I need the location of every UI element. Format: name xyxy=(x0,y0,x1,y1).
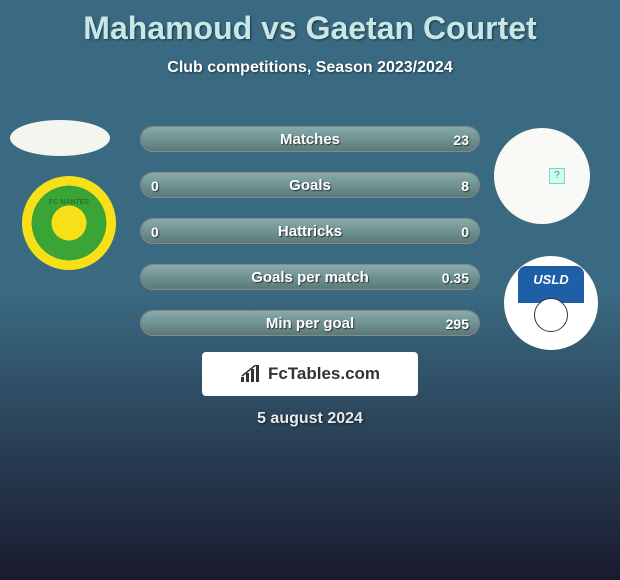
page-title: Mahamoud vs Gaetan Courtet xyxy=(0,0,620,47)
stat-label: Hattricks xyxy=(141,219,479,243)
stat-row: 0 Goals 8 xyxy=(140,172,480,198)
chart-icon xyxy=(240,365,262,383)
stat-right-value: 8 xyxy=(461,173,469,197)
stat-row: Matches 23 xyxy=(140,126,480,152)
stat-right-value: 23 xyxy=(453,127,469,151)
stat-row: Goals per match 0.35 xyxy=(140,264,480,290)
subtitle: Club competitions, Season 2023/2024 xyxy=(0,59,620,77)
stats-table: Matches 23 0 Goals 8 0 Hattricks 0 Goals… xyxy=(140,126,480,356)
player-right-avatar: ? xyxy=(494,128,590,224)
stat-label: Min per goal xyxy=(141,311,479,335)
placeholder-icon: ? xyxy=(549,168,565,184)
stat-right-value: 0 xyxy=(461,219,469,243)
brand-text: FcTables.com xyxy=(268,364,380,384)
stat-row: 0 Hattricks 0 xyxy=(140,218,480,244)
stat-row: Min per goal 295 xyxy=(140,310,480,336)
club-right-label: USLD xyxy=(504,272,598,287)
club-right-badge: USLD xyxy=(504,256,598,350)
stat-right-value: 295 xyxy=(446,311,469,335)
club-left-badge xyxy=(22,176,116,270)
date-text: 5 august 2024 xyxy=(0,410,620,428)
brand-badge: FcTables.com xyxy=(202,352,418,396)
stat-right-value: 0.35 xyxy=(442,265,469,289)
stat-label: Goals xyxy=(141,173,479,197)
stat-label: Matches xyxy=(141,127,479,151)
stat-label: Goals per match xyxy=(141,265,479,289)
player-left-avatar xyxy=(10,120,110,156)
